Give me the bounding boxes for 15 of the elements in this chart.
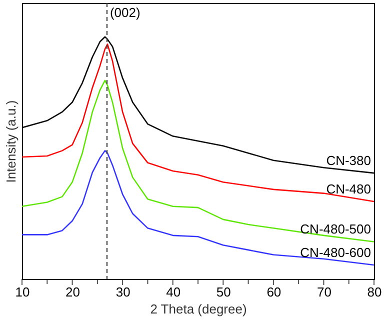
x-axis-title: 2 Theta (degree) <box>150 302 247 316</box>
series-label: CN-480 <box>326 182 371 197</box>
x-tick-label: 70 <box>316 284 332 300</box>
series-label: CN-480-600 <box>300 244 371 260</box>
x-tick-label: 60 <box>266 284 282 300</box>
annotation: (002) <box>110 5 140 20</box>
x-tick-label: 10 <box>15 284 30 300</box>
x-tick-label: 30 <box>116 284 130 300</box>
y-axis-title: Intensity (a.u.) <box>4 100 18 183</box>
x-tick-label: 50 <box>216 284 231 300</box>
x-tick-label: 20 <box>66 284 80 300</box>
series-label: CN-380 <box>326 153 371 168</box>
x-tick-label: 40 <box>166 284 181 300</box>
x-tick-label: 80 <box>367 284 382 300</box>
series-label: CN-480-500 <box>300 222 371 237</box>
